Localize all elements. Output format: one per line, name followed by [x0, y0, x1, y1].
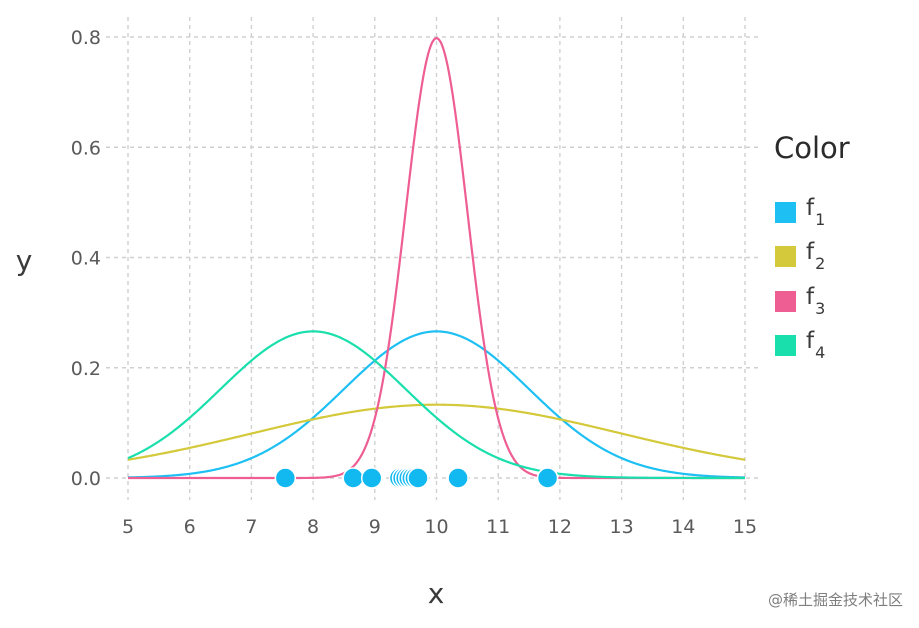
y-tick-label-0_8: 0.8: [71, 27, 101, 49]
watermark: @稀土掘金技术社区: [767, 591, 903, 609]
y-tick-label-0_0: 0.0: [71, 468, 101, 490]
x-tick-label-15: 15: [733, 516, 757, 538]
x-tick-label-10: 10: [424, 516, 448, 538]
data-point-11: [447, 467, 469, 489]
legend-swatch-f1: [775, 202, 796, 223]
x-tick-label-5: 5: [122, 516, 134, 538]
legend-label-f1: f1: [806, 195, 825, 229]
data-points: [274, 467, 559, 489]
data-point-10: [407, 467, 429, 489]
x-tick-label-11: 11: [486, 516, 510, 538]
data-point-2: [342, 467, 364, 489]
grid: [106, 17, 761, 500]
data-point-3: [360, 467, 383, 489]
y-axis-title: y: [16, 244, 33, 277]
legend-swatch-f3: [775, 291, 796, 312]
legend-title: Color: [774, 131, 850, 165]
series-line-f1: [127, 330, 746, 479]
x-tick-label-12: 12: [548, 516, 572, 538]
data-point-1: [274, 467, 297, 489]
x-tick-label-8: 8: [307, 516, 319, 538]
legend-swatch-f2: [775, 246, 796, 267]
series-line-f4: [127, 330, 745, 480]
series-line-f2: [127, 403, 746, 461]
legend: Color f1 f2 f3 f4: [774, 131, 850, 362]
data-point-12: [536, 467, 559, 489]
x-tick-label-7: 7: [245, 516, 257, 538]
y-tick-label-0_4: 0.4: [71, 248, 101, 270]
x-tick-label-14: 14: [671, 516, 695, 538]
y-tick-label-0_6: 0.6: [71, 137, 101, 159]
x-tick-label-9: 9: [369, 516, 381, 538]
legend-label-f2: f2: [806, 239, 825, 273]
y-tick-label-0_2: 0.2: [71, 358, 101, 380]
legend-label-f4: f4: [806, 328, 825, 362]
legend-swatch-f4: [775, 335, 796, 356]
x-tick-label-13: 13: [610, 516, 634, 538]
series-lines: [127, 37, 746, 480]
tick-labels: 5 6 7 8 9 10 11 12 13 14 15 0.0 0.2 0.4 0.6 0.8: [71, 27, 757, 538]
legend-label-f3: f3: [806, 284, 825, 318]
x-axis-title: x: [428, 577, 445, 610]
x-tick-label-6: 6: [184, 516, 196, 538]
